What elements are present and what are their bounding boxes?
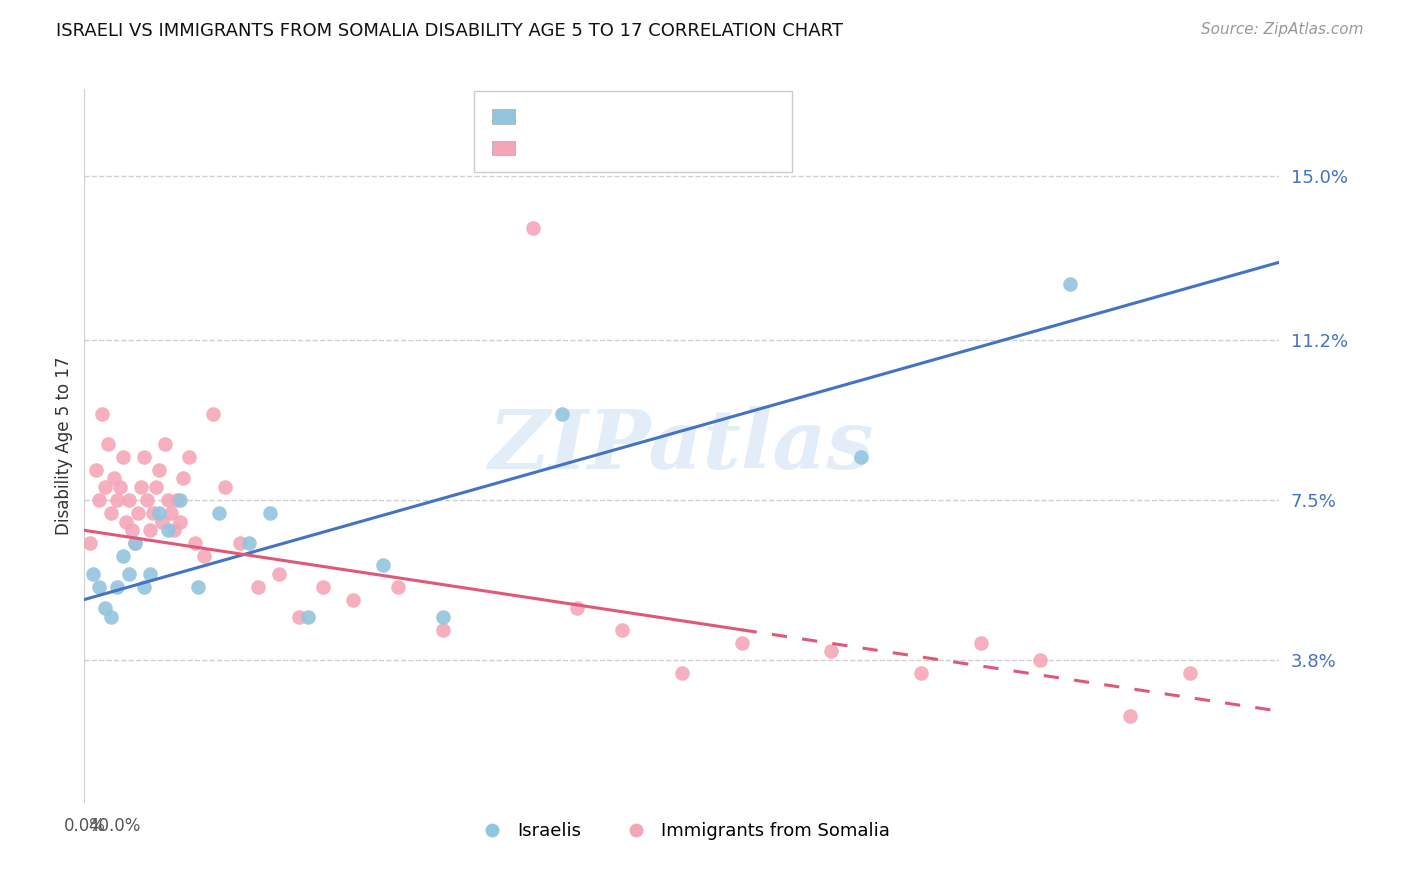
Point: [187, 580, 209, 594]
Point: [432, 610, 454, 624]
Point: [124, 536, 146, 550]
Point: [100, 506, 122, 520]
Point: [522, 220, 544, 235]
Point: [208, 506, 231, 520]
Point: [89, 493, 111, 508]
Point: [612, 623, 634, 637]
Text: N = 27: N = 27: [662, 107, 727, 126]
Point: [169, 515, 191, 529]
Point: [387, 580, 409, 594]
Point: [153, 437, 176, 451]
Text: ZIPatlas: ZIPatlas: [489, 406, 875, 486]
Point: [86, 463, 108, 477]
Point: [910, 666, 932, 681]
Point: [193, 549, 215, 564]
Point: [121, 524, 143, 538]
Point: [259, 506, 281, 520]
Text: Source: ZipAtlas.com: Source: ZipAtlas.com: [1201, 22, 1364, 37]
Point: [297, 610, 319, 624]
Text: R = -0.113: R = -0.113: [524, 139, 627, 157]
Point: [142, 506, 165, 520]
Point: [97, 437, 120, 451]
Point: [94, 601, 117, 615]
Point: [110, 480, 132, 494]
Legend: Israelis, Immigrants from Somalia: Israelis, Immigrants from Somalia: [467, 815, 897, 847]
Text: N = 71: N = 71: [662, 139, 727, 157]
Point: [312, 580, 335, 594]
Point: [820, 644, 842, 658]
Point: [1178, 666, 1201, 681]
Point: [118, 493, 141, 508]
Point: [105, 493, 128, 508]
Point: [127, 506, 149, 520]
Point: [166, 493, 188, 508]
Point: [731, 636, 754, 650]
Point: [79, 536, 101, 550]
Point: [288, 610, 311, 624]
Point: [82, 566, 104, 581]
Point: [169, 493, 191, 508]
Point: [163, 524, 186, 538]
Point: [124, 536, 146, 550]
Point: [177, 450, 200, 464]
Point: [139, 566, 162, 581]
Point: [105, 580, 128, 594]
Point: [112, 450, 135, 464]
Point: [267, 566, 290, 581]
Point: [136, 493, 159, 508]
Point: [201, 407, 224, 421]
Point: [671, 666, 693, 681]
Point: [89, 580, 111, 594]
Point: [139, 524, 162, 538]
Point: [373, 558, 395, 572]
Text: 40.0%: 40.0%: [89, 817, 141, 835]
Point: [118, 566, 141, 581]
Point: [100, 610, 122, 624]
Point: [970, 636, 993, 650]
Point: [148, 506, 170, 520]
Point: [91, 407, 114, 421]
Point: [851, 450, 873, 464]
Point: [172, 471, 194, 485]
Point: [112, 549, 135, 564]
Point: [229, 536, 252, 550]
Point: [184, 536, 207, 550]
Point: [157, 493, 180, 508]
Text: ISRAELI VS IMMIGRANTS FROM SOMALIA DISABILITY AGE 5 TO 17 CORRELATION CHART: ISRAELI VS IMMIGRANTS FROM SOMALIA DISAB…: [56, 22, 844, 40]
Point: [115, 515, 138, 529]
Point: [1119, 709, 1142, 723]
Point: [103, 471, 125, 485]
Point: [132, 580, 156, 594]
Point: [150, 515, 173, 529]
Point: [551, 407, 574, 421]
Y-axis label: Disability Age 5 to 17: Disability Age 5 to 17: [55, 357, 73, 535]
Text: R = 0.434: R = 0.434: [524, 107, 619, 126]
Point: [148, 463, 170, 477]
Point: [342, 592, 364, 607]
Text: 0.0%: 0.0%: [63, 817, 105, 835]
Point: [145, 480, 167, 494]
Point: [246, 580, 269, 594]
Point: [94, 480, 117, 494]
Point: [157, 524, 180, 538]
Point: [160, 506, 183, 520]
Point: [1029, 653, 1052, 667]
Point: [132, 450, 156, 464]
Point: [238, 536, 260, 550]
Point: [214, 480, 236, 494]
Point: [432, 623, 454, 637]
Point: [129, 480, 152, 494]
Point: [567, 601, 589, 615]
Point: [1059, 277, 1081, 291]
